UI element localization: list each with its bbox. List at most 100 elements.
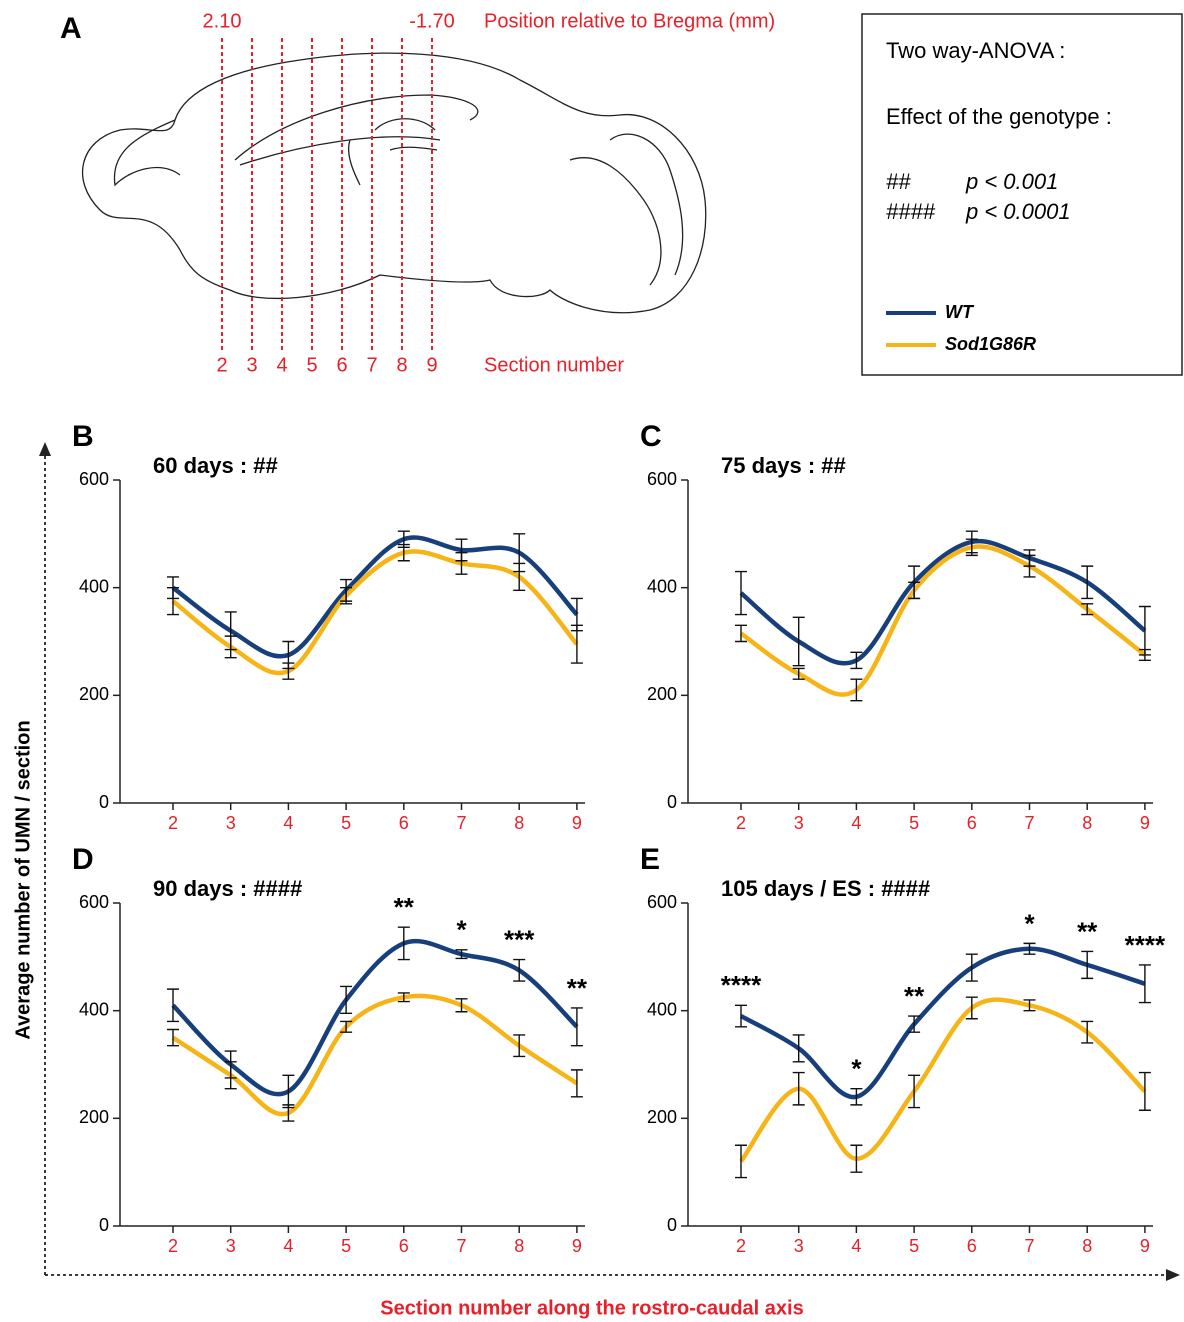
error-bar	[167, 586, 179, 616]
stats-symbol: ####	[886, 199, 936, 224]
chart-title: 60 days : ##	[153, 453, 278, 478]
significance: **	[567, 973, 588, 1003]
x-tick-label: 5	[909, 813, 919, 833]
arrow-heads	[39, 442, 1180, 1281]
x-axis-label: Section number along the rostro-caudal a…	[380, 1297, 803, 1319]
stats-symbol: ##	[886, 169, 911, 194]
panel-label: B	[72, 420, 94, 453]
error-bar	[397, 543, 410, 562]
error-bar	[735, 1004, 747, 1028]
series-line	[739, 997, 1147, 1163]
error-bar	[570, 1069, 583, 1098]
y-tick-label: 400	[647, 999, 677, 1019]
error-bar	[455, 949, 468, 960]
significance: ****	[1125, 930, 1166, 960]
section-number: 9	[426, 354, 437, 376]
error-bar	[735, 570, 747, 616]
error-bar	[1023, 942, 1036, 955]
x-tick-label: 9	[1140, 1236, 1150, 1256]
x-tick-label: 3	[794, 1236, 804, 1256]
x-tick-label: 2	[736, 1236, 746, 1256]
error-bar	[1081, 950, 1094, 980]
error-bar	[1023, 999, 1036, 1012]
x-tick-label: 6	[967, 1236, 977, 1256]
significance: *	[1024, 908, 1035, 938]
legend-label: Sod1G86R	[945, 334, 1036, 354]
error-bar	[792, 1034, 805, 1063]
section-number: 7	[366, 354, 377, 376]
panel-label: E	[640, 843, 660, 876]
error-bar	[282, 1104, 295, 1122]
significance: *	[851, 1054, 862, 1084]
error-bar	[224, 635, 237, 659]
y-tick-label: 200	[79, 684, 109, 704]
y-tick-label: 400	[79, 999, 109, 1019]
significance: **	[1077, 916, 1098, 946]
section-number: 8	[396, 354, 407, 376]
error-bar	[224, 1061, 237, 1090]
chart-title: 105 days / ES : ####	[721, 876, 930, 901]
significance: ****	[721, 970, 762, 1000]
y-axis-label: Average number of UMN / section	[12, 720, 34, 1039]
significance: *	[456, 915, 467, 945]
error-bar	[167, 1028, 179, 1047]
x-tick-label: 4	[851, 813, 861, 833]
series-line	[171, 993, 579, 1117]
chart-title: 75 days : ##	[721, 453, 846, 478]
error-bar	[792, 667, 805, 680]
stats-p: p < 0.0001	[965, 199, 1071, 224]
stats-subtitle: Effect of the genotype :	[886, 104, 1112, 129]
error-bar	[513, 562, 526, 592]
x-tick-label: 8	[1082, 813, 1092, 833]
error-bar	[1081, 565, 1094, 600]
error-bar	[1138, 605, 1151, 656]
error-bar	[1138, 648, 1151, 662]
x-tick-label: 4	[851, 1236, 861, 1256]
x-tick-label: 5	[341, 1236, 351, 1256]
error-bar	[397, 992, 410, 1003]
x-tick-label: 5	[909, 1236, 919, 1256]
section-number: 3	[246, 354, 257, 376]
x-tick-label: 6	[399, 1236, 409, 1256]
x-tick-label: 9	[1140, 813, 1150, 833]
error-bar	[735, 1144, 747, 1179]
significance: ***	[504, 924, 535, 954]
error-bar	[282, 662, 295, 680]
series-line	[171, 535, 579, 659]
section-number: 6	[336, 354, 347, 376]
panel-label: C	[640, 420, 662, 453]
y-tick-label: 600	[647, 469, 677, 489]
stats-p: p < 0.001	[965, 169, 1058, 194]
series-line	[739, 946, 1146, 1100]
x-tick-label: 2	[736, 813, 746, 833]
x-tick-label: 7	[456, 813, 466, 833]
error-bar	[1138, 1071, 1151, 1111]
series-line	[739, 538, 1147, 666]
error-bar	[908, 1074, 921, 1109]
panel-label: D	[72, 843, 94, 876]
axis-arrows	[44, 452, 1168, 1276]
section-lines	[221, 38, 433, 352]
error-bar	[340, 985, 353, 1015]
error-bar	[792, 616, 805, 667]
x-tick-label: 6	[399, 813, 409, 833]
x-tick-label: 8	[514, 813, 524, 833]
y-tick-label: 400	[79, 576, 109, 596]
y-tick-label: 200	[647, 684, 677, 704]
error-bar	[1023, 554, 1036, 578]
position-label: 2.10	[203, 10, 242, 32]
error-bar	[908, 581, 921, 600]
error-bar	[850, 1144, 863, 1173]
error-bar	[965, 996, 978, 1020]
error-bar	[570, 1007, 583, 1047]
error-bar	[735, 624, 747, 643]
x-tick-label: 9	[572, 1236, 582, 1256]
error-bar	[1138, 964, 1151, 1004]
x-tick-label: 2	[168, 813, 178, 833]
x-tick-label: 3	[226, 813, 236, 833]
y-tick-label: 200	[79, 1107, 109, 1127]
y-tick-label: 0	[667, 1215, 677, 1235]
section-number: 4	[276, 354, 287, 376]
error-bar	[965, 538, 978, 557]
